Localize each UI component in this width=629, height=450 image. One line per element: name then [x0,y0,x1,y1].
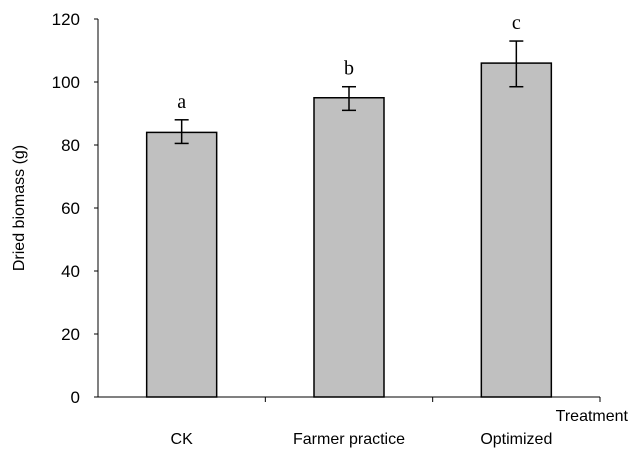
category-labels: CK Farmer practice Optimized [171,431,553,448]
significance-letter: c [512,12,521,34]
bar-optimized [480,62,553,398]
y-tick-label: 120 [52,10,80,29]
y-tick-label: 100 [52,73,80,92]
error-bars [174,40,524,145]
y-axis-title: Dried biomass (g) [11,145,28,271]
y-tick-label: 40 [61,262,80,281]
y-tick-label: 0 [71,388,80,407]
bar-ck [145,131,218,398]
significance-letter: a [177,91,186,113]
y-axis-ticks: 0 20 40 60 80 100 120 [52,10,601,407]
x-category-label: Optimized [480,431,552,448]
significance-letters: a b c [177,12,521,113]
significance-letter: b [344,58,354,80]
x-axis-title: Treatment [556,408,629,425]
y-tick-label: 80 [61,136,80,155]
bar-farmer-practice [313,97,385,398]
x-category-label: Farmer practice [293,431,405,448]
y-tick-label: 60 [61,199,80,218]
y-tick-label: 20 [61,325,80,344]
x-category-label: CK [171,431,194,448]
bars [145,62,553,398]
